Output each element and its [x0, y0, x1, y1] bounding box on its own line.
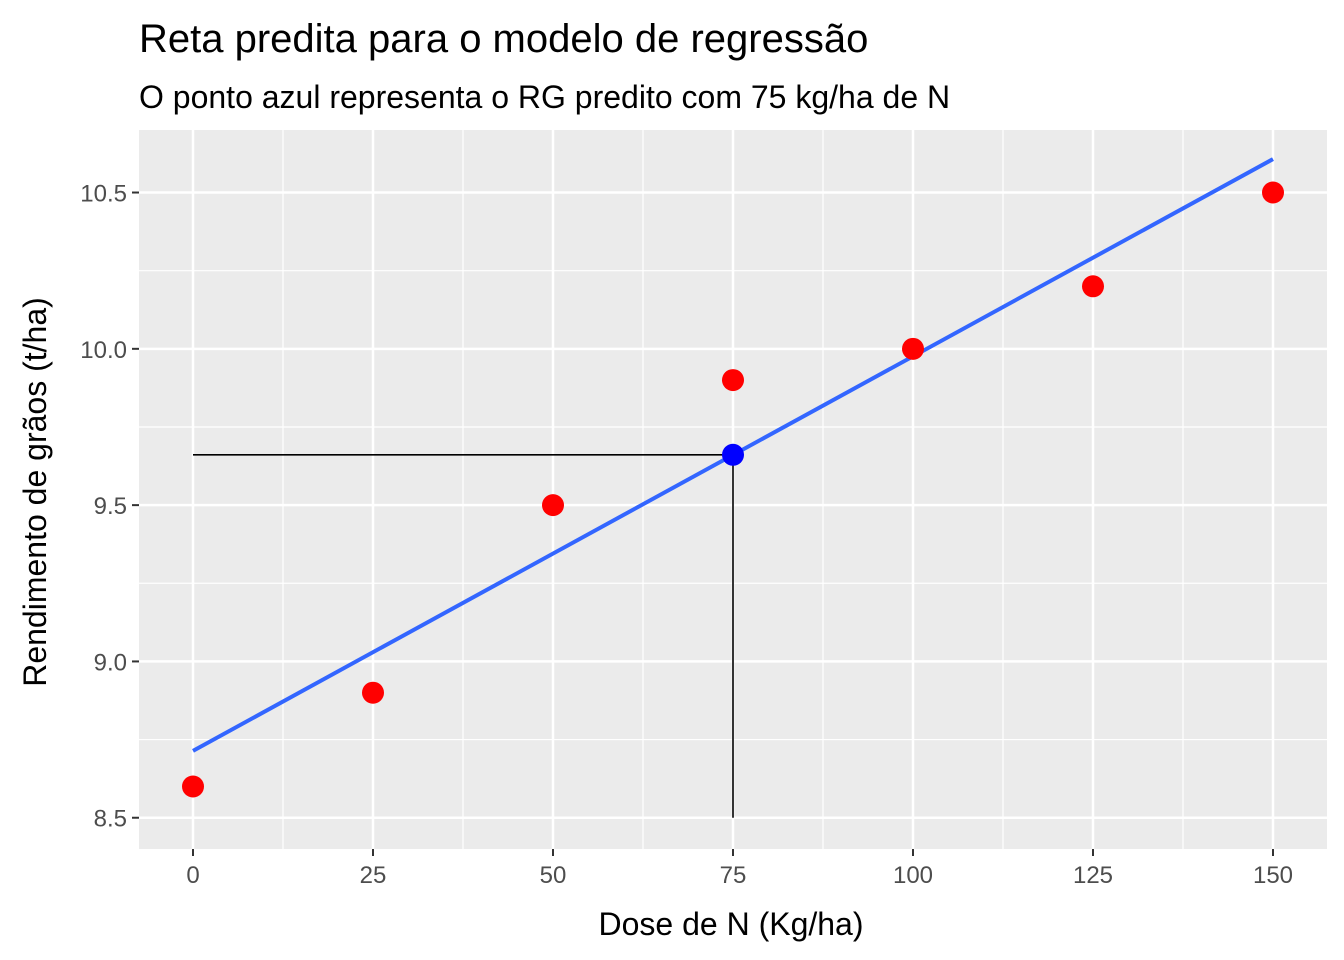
observed-point	[362, 681, 384, 704]
y-axis: 8.5 9.0 9.5 10.0 10.5	[80, 181, 139, 833]
y-axis-title: Rendimento de grãos (t/ha)	[17, 297, 53, 687]
observed-point	[902, 337, 924, 360]
x-tick-label: 150	[1253, 862, 1293, 889]
observed-point	[542, 494, 564, 517]
y-tick-label: 9.5	[94, 493, 127, 520]
x-tick-label: 100	[893, 862, 933, 889]
reference-lines	[193, 454, 734, 818]
x-tick-label: 75	[720, 862, 747, 889]
observed-points	[182, 181, 1284, 798]
y-tick-label: 10.0	[80, 337, 127, 364]
x-axis-title: Dose de N (Kg/ha)	[598, 906, 863, 942]
x-tick-label: 0	[186, 862, 199, 889]
observed-point	[1262, 181, 1284, 204]
x-tick-label: 50	[540, 862, 567, 889]
y-tick-label: 10.5	[80, 181, 127, 208]
predicted-point	[722, 443, 744, 466]
chart-title: Reta predita para o modelo de regressão	[139, 17, 868, 61]
x-tick-label: 25	[360, 862, 387, 889]
y-tick-label: 8.5	[94, 806, 127, 833]
x-axis: 0 25 50 75 100 125 150	[186, 849, 1293, 889]
gridlines	[139, 130, 1327, 849]
observed-point	[1082, 275, 1104, 298]
predicted-point-layer	[722, 443, 744, 466]
chart-subtitle: O ponto azul representa o RG predito com…	[139, 79, 950, 115]
x-tick-label: 125	[1073, 862, 1113, 889]
observed-point	[182, 775, 204, 798]
y-tick-label: 9.0	[94, 649, 127, 676]
observed-point	[722, 369, 744, 392]
